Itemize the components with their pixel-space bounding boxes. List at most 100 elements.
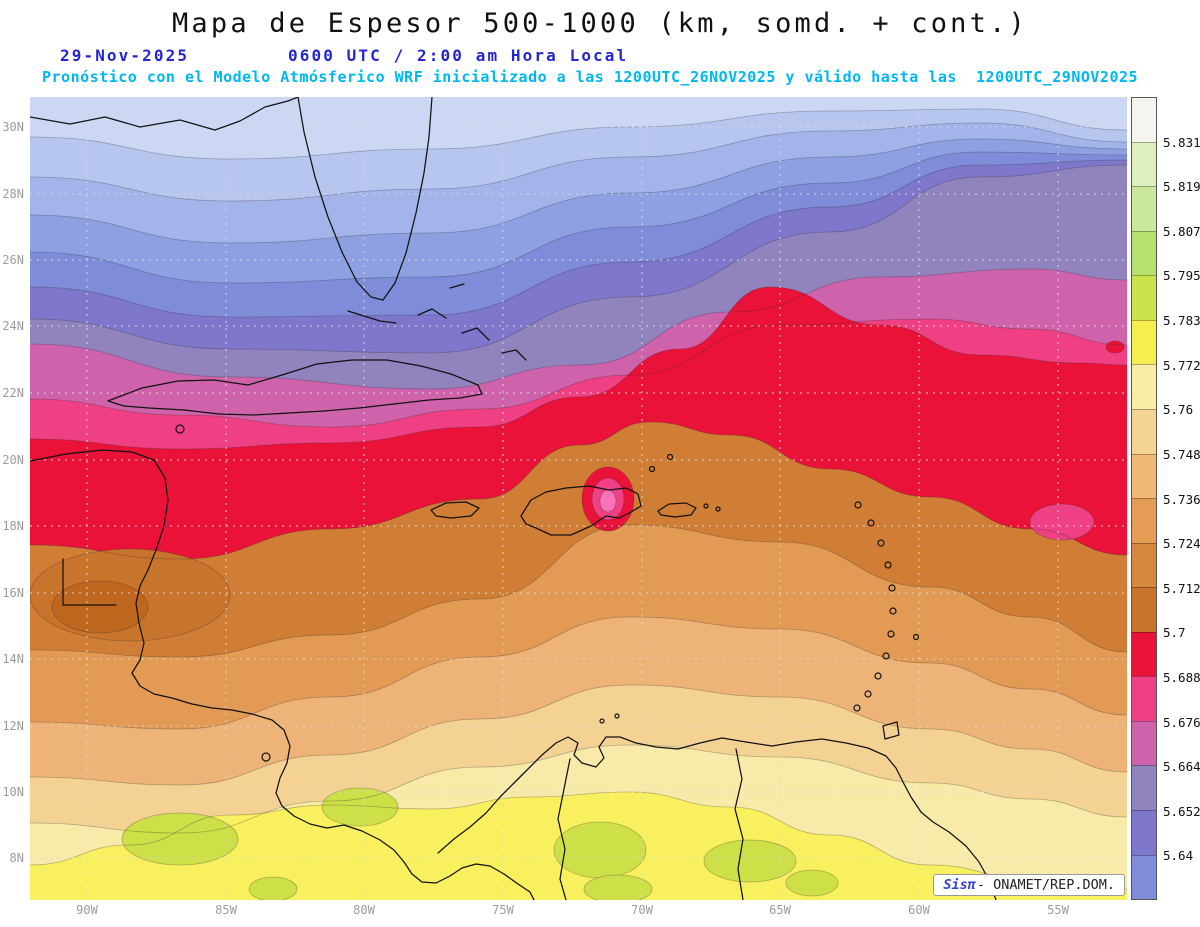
colorbar-label-5.64: 5.64 (1163, 848, 1194, 864)
coastline-south-america-north (437, 736, 997, 900)
longitude-axis: 90W 85W 80W 75W 70W 65W 60W 55W (30, 903, 1127, 923)
island-virgin-2 (715, 506, 721, 512)
watermark-text: - ONAMET/REP.DOM. (976, 877, 1115, 893)
forecast-time: 0600 UTC / 2:00 am Hora Local (288, 46, 629, 65)
lon-label-90W: 90W (76, 903, 98, 917)
colorbar-labels: 5.831 5.819 5.807 5.795 5.783 5.772 5.76 5.748 5… (1163, 97, 1200, 900)
lon-label-75W: 75W (492, 903, 514, 917)
contour-light-orange (30, 616, 1127, 730)
island-barbados (912, 633, 920, 641)
colorbar-label-5.736: 5.736 (1163, 491, 1200, 507)
coastline-trinidad (882, 721, 900, 740)
contour-deep-pink (30, 318, 1127, 428)
island-antilles-10 (864, 690, 872, 698)
model-run-info: Pronóstico con el Modelo Atmósferico WRF… (42, 68, 1139, 86)
island-turks-1 (666, 453, 674, 461)
contour-dark-orange (30, 421, 1127, 560)
colorbar-swatch-11 (1132, 587, 1156, 632)
thickness-map-svg (30, 97, 1127, 900)
colorbar-label-5.76: 5.76 (1163, 402, 1194, 418)
lat-label-20N: 20N (2, 453, 24, 467)
map-area: Sisπ- ONAMET/REP.DOM. (30, 97, 1127, 900)
island-isla-juventud (175, 424, 185, 434)
lon-label-65W: 65W (769, 903, 791, 917)
lat-label-14N: 14N (2, 652, 24, 666)
lat-label-8N: 8N (9, 851, 24, 865)
colorbar-swatch-5 (1132, 319, 1156, 365)
colorbar-swatch-10 (1132, 542, 1156, 588)
blob-green-blob-3 (553, 821, 647, 879)
watermark-brand: Sisπ (943, 877, 976, 893)
colorbar-swatch-0 (1132, 98, 1156, 142)
colorbar-label-5.795: 5.795 (1163, 268, 1200, 284)
lat-label-26N: 26N (2, 253, 24, 267)
colorbar-label-5.783: 5.783 (1163, 313, 1200, 329)
contour-blue-violet (30, 159, 1127, 318)
island-antilles-2 (867, 519, 875, 527)
lon-label-60W: 60W (908, 903, 930, 917)
lat-label-24N: 24N (2, 319, 24, 333)
forecast-date: 29-Nov-2025 (60, 46, 190, 65)
colorbar-swatch-8 (1132, 453, 1156, 499)
lat-label-18N: 18N (2, 519, 24, 533)
colorbar-label-5.807: 5.807 (1163, 223, 1200, 239)
contour-orange (30, 524, 1127, 658)
coastline-bahamas-4 (449, 283, 465, 289)
island-antilles-5 (888, 584, 896, 592)
coastline-gulf-coast (30, 97, 299, 131)
colorbar-label-5.676: 5.676 (1163, 714, 1200, 730)
island-antilles-11 (853, 704, 861, 712)
colorbar-swatch-13 (1132, 676, 1156, 721)
blob-east-pink-spot (1029, 503, 1095, 541)
island-aruba (614, 713, 620, 719)
contour-blue (30, 151, 1127, 284)
colorbar-swatch-1 (1132, 141, 1156, 187)
contour-pale-mid-blue (30, 122, 1127, 202)
lat-label-16N: 16N (2, 586, 24, 600)
colorbar-swatch-3 (1132, 230, 1156, 276)
coastline-bahamas-3 (501, 349, 527, 361)
contour-yellow (30, 791, 1127, 890)
lon-label-55W: 55W (1047, 903, 1069, 917)
blob-green-blob-5 (703, 839, 797, 883)
blob-northeast-red-spot (1105, 340, 1125, 354)
coastline-bahamas-1 (417, 308, 447, 319)
latitude-axis: 30N 28N 26N 24N 22N 20N 18N 16N 14N 12N 10N 8N (0, 97, 27, 900)
coastline-venezuela-border-east (734, 748, 744, 900)
coastline-cuba (107, 359, 483, 416)
colorbar-label-5.748: 5.748 (1163, 446, 1200, 462)
colorbar-swatch-9 (1132, 498, 1156, 543)
island-lake-nicaragua (261, 752, 271, 762)
coastline-central-america (30, 449, 535, 900)
colorbar-label-5.7: 5.7 (1163, 625, 1186, 641)
blob-hispaniola-pink-core (599, 489, 617, 513)
lon-label-85W: 85W (215, 903, 237, 917)
lat-label-10N: 10N (2, 785, 24, 799)
colorbar-label-5.831: 5.831 (1163, 134, 1200, 150)
contour-orchid-pink (30, 268, 1127, 390)
colorbar-swatch-15 (1132, 765, 1156, 810)
contour-pale-yellow (30, 744, 1127, 834)
colorbar-swatches (1131, 97, 1157, 900)
colorbar-swatch-4 (1132, 275, 1156, 320)
island-antilles-9 (874, 672, 882, 680)
watermark: Sisπ- ONAMET/REP.DOM. (933, 874, 1125, 896)
blob-green-blob-2 (321, 787, 399, 827)
coastline-puerto-rico (657, 502, 697, 518)
colorbar-swatch-6 (1132, 364, 1156, 409)
island-antilles-3 (877, 539, 885, 547)
island-antilles-8 (882, 652, 890, 660)
blob-green-blob-4 (583, 874, 653, 900)
colorbar-label-5.772: 5.772 (1163, 357, 1200, 373)
island-curacao (599, 718, 605, 724)
coastline-jamaica (430, 501, 480, 519)
colorbar-swatch-7 (1132, 408, 1156, 454)
island-antilles-4 (884, 561, 892, 569)
contour-gray-violet (30, 164, 1127, 354)
island-antilles-1 (854, 501, 862, 509)
lat-label-12N: 12N (2, 719, 24, 733)
lon-label-80W: 80W (353, 903, 375, 917)
colorbar-label-5.664: 5.664 (1163, 759, 1200, 775)
island-antilles-6 (889, 607, 897, 615)
